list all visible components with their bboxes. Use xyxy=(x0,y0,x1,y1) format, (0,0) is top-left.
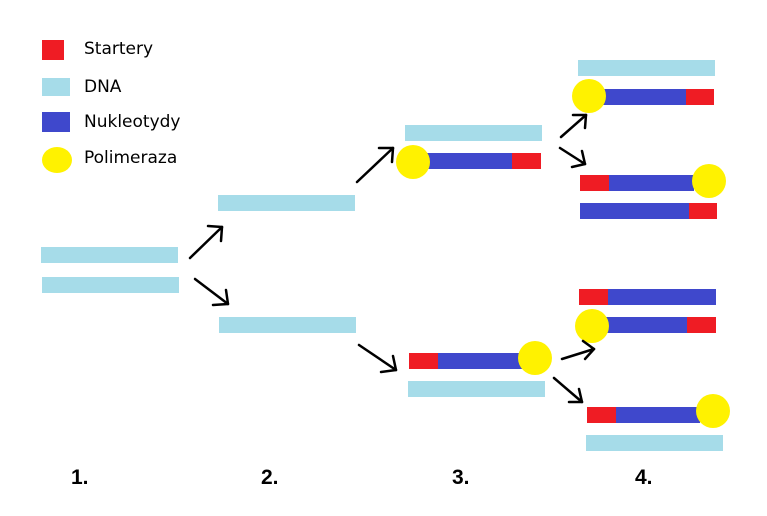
stage4b-nucleotide-chain-top xyxy=(609,175,694,191)
stage4c-nucleotide-chain-top xyxy=(608,289,716,305)
stage4d-polymerase xyxy=(696,394,730,428)
stage2-dna-lower xyxy=(219,317,356,333)
stage3-dna-template xyxy=(405,125,542,141)
stage4d-nucleotide-chain xyxy=(616,407,700,423)
stage3-lower-dna-template xyxy=(408,381,545,397)
arrow-stage2-to-stage3-lower xyxy=(357,343,398,374)
stage1-dna-bottom xyxy=(42,277,179,293)
stage3-lower-polymerase xyxy=(518,341,552,375)
stage4a-polymerase xyxy=(572,79,606,113)
stage-label-1: 1. xyxy=(71,466,89,489)
legend-label-nukleotydy: Nukleotydy xyxy=(84,112,181,132)
legend-label-dna: DNA xyxy=(84,77,122,97)
arrow-stage2-to-stage3-upper xyxy=(355,146,395,184)
stage3-polymerase xyxy=(396,145,430,179)
stage4b-polymerase xyxy=(692,164,726,198)
legend-label-startery: Startery xyxy=(84,39,154,59)
stage-label-3: 3. xyxy=(452,466,470,489)
stage3-lower-nucleotide-chain xyxy=(438,353,528,369)
legend-label-polimeraza: Polimeraza xyxy=(84,148,178,168)
arrow-stage3-to-stage4b xyxy=(558,146,587,169)
stage4c-primer-top xyxy=(579,289,608,305)
stage4a-nucleotide-chain xyxy=(590,89,686,105)
stage4c-primer-bottom xyxy=(687,317,716,333)
stage-label-4: 4. xyxy=(635,466,653,489)
stage4a-primer xyxy=(686,89,714,105)
nucleotide-swatch xyxy=(42,112,70,132)
stage3-nucleotide-chain xyxy=(412,153,512,169)
stage4b-nucleotide-chain-bottom xyxy=(580,203,689,219)
stage3-primer xyxy=(512,153,541,169)
primer-swatch xyxy=(42,40,64,60)
stage4c-polymerase xyxy=(575,309,609,343)
arrow-stage3-to-stage4d xyxy=(552,376,584,404)
arrow-stage1-to-stage2-upper xyxy=(188,224,224,260)
stage-label-2: 2. xyxy=(261,466,279,489)
arrow-stage1-to-stage2-lower xyxy=(193,277,230,307)
stage2-dna-upper xyxy=(218,195,355,211)
stage4c-nucleotide-chain-bottom xyxy=(592,317,687,333)
stage4d-dna xyxy=(586,435,723,451)
stage4d-primer xyxy=(587,407,616,423)
dna-swatch xyxy=(42,78,70,96)
stage4b-primer-top xyxy=(580,175,609,191)
arrow-stage3-to-stage4c xyxy=(560,339,596,361)
stage1-dna-top xyxy=(41,247,178,263)
stage4b-primer-bottom xyxy=(689,203,717,219)
polymerase-swatch xyxy=(42,147,72,173)
stage3-lower-primer xyxy=(409,353,438,369)
arrow-stage3-to-stage4a xyxy=(559,113,588,139)
stage4a-dna xyxy=(578,60,715,76)
